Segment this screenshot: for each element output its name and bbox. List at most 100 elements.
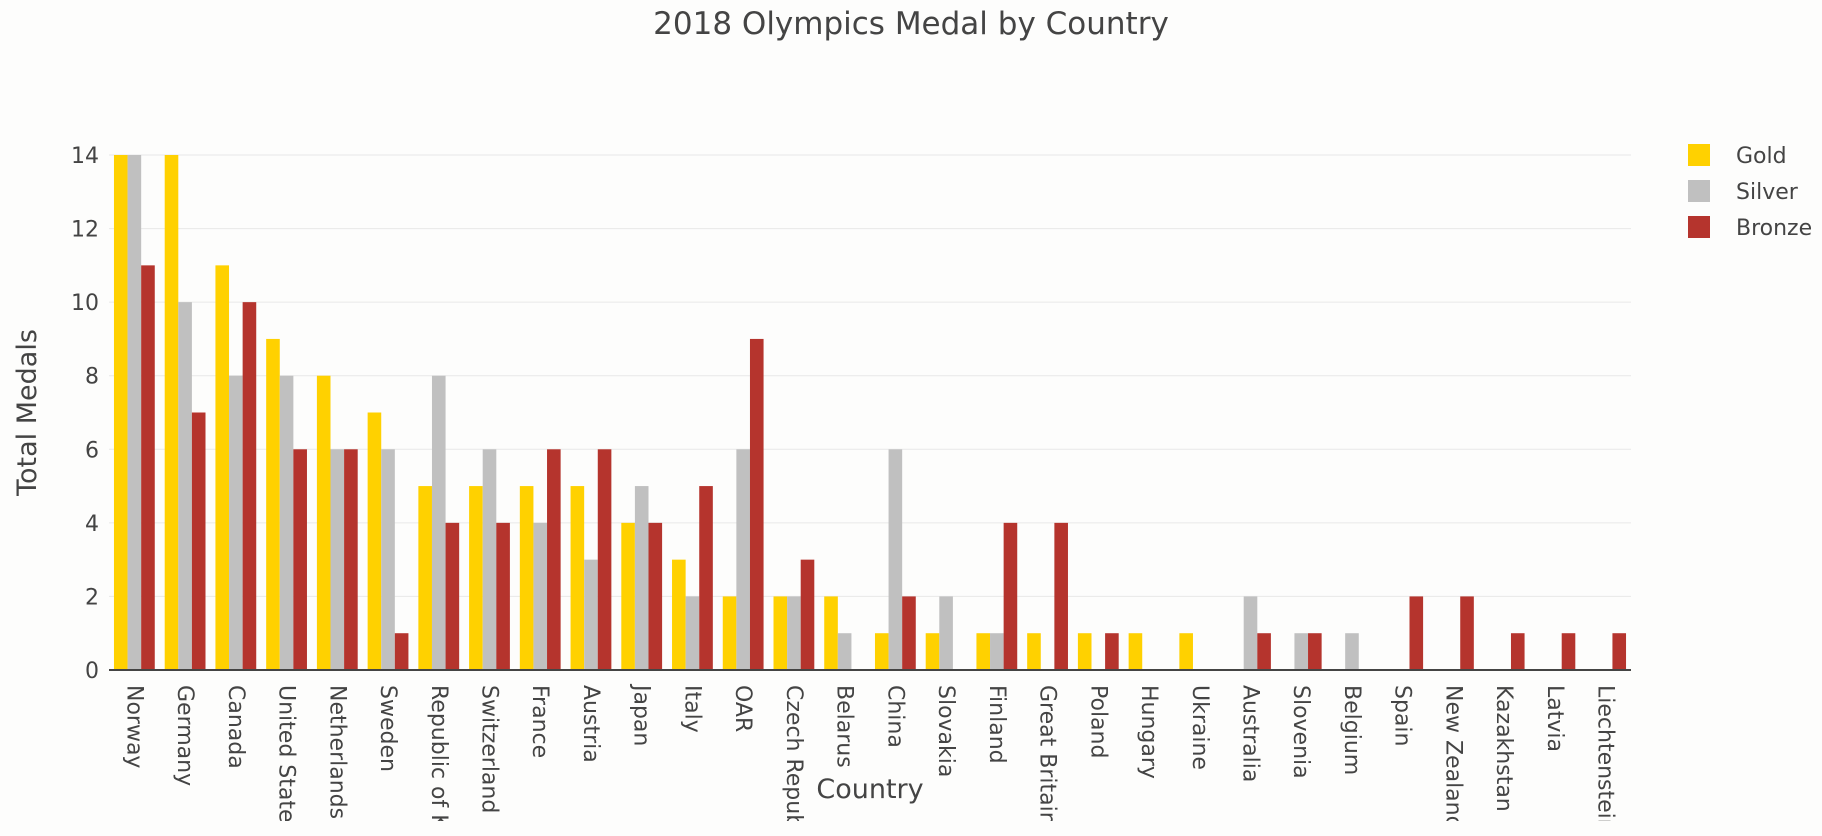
bar-silver[interactable]: [888, 449, 903, 670]
bar-gold[interactable]: [316, 375, 331, 670]
bar-gold[interactable]: [1179, 633, 1193, 670]
x-tick-label: Finland: [984, 685, 1009, 764]
y-tick-label: 2: [85, 585, 99, 610]
bar-gold[interactable]: [672, 559, 686, 670]
bar-gold[interactable]: [215, 265, 230, 670]
bar-bronze[interactable]: [1460, 596, 1474, 670]
bar-bronze[interactable]: [547, 449, 561, 670]
bar-bronze[interactable]: [1561, 633, 1576, 670]
bar-gold[interactable]: [570, 486, 585, 670]
bar-silver[interactable]: [736, 449, 750, 670]
y-tick-labels: 0 2 4 6 8 10 12 14: [71, 144, 99, 684]
bar-bronze[interactable]: [1054, 522, 1068, 670]
x-tick-label: France: [527, 685, 552, 758]
x-tick-label: Belarus: [832, 685, 857, 768]
bar-silver[interactable]: [939, 596, 953, 670]
bar-silver[interactable]: [330, 449, 345, 670]
bar-gold[interactable]: [976, 633, 991, 670]
bar-silver[interactable]: [533, 522, 548, 670]
bar-gold[interactable]: [113, 155, 128, 670]
bar-gold[interactable]: [722, 596, 737, 670]
bar-silver[interactable]: [990, 633, 1004, 670]
bars-layer: [113, 155, 1627, 671]
x-tick-label: Netherlands: [324, 685, 349, 819]
bar-gold[interactable]: [367, 412, 382, 671]
x-tick-label: Ukraine: [1187, 685, 1212, 770]
bar-silver[interactable]: [685, 596, 700, 670]
x-tick-label: Switzerland: [477, 685, 502, 813]
bar-bronze[interactable]: [141, 265, 155, 670]
bar-gold[interactable]: [874, 633, 889, 670]
bar-bronze[interactable]: [191, 412, 206, 671]
bar-silver[interactable]: [1243, 596, 1258, 670]
x-tick-label: Spain: [1390, 685, 1415, 746]
bar-bronze[interactable]: [1105, 633, 1119, 670]
x-tick-label: Slovenia: [1288, 685, 1313, 779]
bar-bronze[interactable]: [1257, 633, 1271, 670]
bar-bronze[interactable]: [597, 449, 612, 670]
bar-bronze[interactable]: [800, 559, 815, 670]
bar-silver[interactable]: [229, 375, 243, 670]
bar-silver[interactable]: [279, 375, 294, 670]
bar-gold[interactable]: [773, 596, 788, 670]
bar-gold[interactable]: [469, 486, 483, 670]
x-tick-label: OAR: [730, 685, 755, 732]
x-tick-label: Canada: [223, 685, 248, 769]
bar-bronze[interactable]: [749, 338, 764, 670]
bar-gold[interactable]: [266, 338, 280, 670]
y-axis-title: Total Medals: [12, 329, 43, 497]
bar-gold[interactable]: [1077, 633, 1092, 670]
bar-silver[interactable]: [178, 302, 192, 670]
x-tick-label: Sweden: [375, 685, 400, 772]
bar-bronze[interactable]: [1409, 596, 1424, 670]
bar-bronze[interactable]: [344, 449, 358, 670]
x-tick-label: United States: [274, 685, 299, 834]
x-tick-label: New Zealand: [1440, 685, 1465, 830]
bar-gold[interactable]: [824, 596, 838, 670]
legend-label-gold[interactable]: Gold: [1736, 144, 1787, 169]
bar-silver[interactable]: [482, 449, 497, 670]
bar-bronze[interactable]: [496, 522, 510, 670]
bar-silver[interactable]: [584, 559, 598, 670]
bar-bronze[interactable]: [1308, 633, 1322, 670]
bar-gold[interactable]: [1027, 633, 1041, 670]
bar-bronze[interactable]: [902, 596, 916, 670]
bar-bronze[interactable]: [1612, 633, 1627, 670]
bar-silver[interactable]: [787, 596, 801, 670]
legend-swatch-gold[interactable]: [1688, 144, 1710, 166]
x-tick-label: Austria: [578, 685, 603, 763]
bar-silver[interactable]: [634, 486, 649, 670]
bar-bronze[interactable]: [1003, 522, 1018, 670]
bar-bronze[interactable]: [445, 522, 460, 670]
legend-swatch-bronze[interactable]: [1688, 216, 1710, 238]
x-tick-label: Germany: [172, 685, 197, 786]
bar-gold[interactable]: [418, 486, 432, 670]
y-tick-label: 12: [71, 218, 99, 243]
bar-silver[interactable]: [127, 155, 142, 670]
bar-bronze[interactable]: [242, 302, 257, 670]
bar-bronze[interactable]: [699, 486, 713, 670]
x-tick-label: Japan: [629, 683, 654, 746]
bar-gold[interactable]: [1128, 633, 1143, 670]
legend-label-silver[interactable]: Silver: [1736, 180, 1799, 205]
bar-bronze[interactable]: [1510, 633, 1525, 670]
x-axis-title: Country: [816, 774, 923, 805]
bar-silver[interactable]: [1294, 633, 1309, 670]
bar-gold[interactable]: [621, 522, 635, 670]
bar-gold[interactable]: [925, 633, 940, 670]
legend-label-bronze[interactable]: Bronze: [1736, 216, 1812, 241]
bar-silver[interactable]: [381, 449, 395, 670]
bar-gold[interactable]: [164, 155, 179, 670]
bar-silver[interactable]: [837, 633, 852, 670]
y-tick-label: 8: [85, 365, 99, 390]
bar-bronze[interactable]: [394, 633, 409, 670]
bar-gold[interactable]: [519, 486, 534, 670]
x-tick-label: Belgium: [1339, 685, 1364, 775]
bar-silver[interactable]: [1345, 633, 1359, 670]
bar-bronze[interactable]: [648, 522, 663, 670]
legend[interactable]: Gold Silver Bronze: [1688, 144, 1812, 241]
x-tick-label: Republic of Korea: [426, 685, 451, 836]
bar-silver[interactable]: [431, 375, 446, 670]
legend-swatch-silver[interactable]: [1688, 180, 1710, 202]
bar-bronze[interactable]: [293, 449, 307, 670]
